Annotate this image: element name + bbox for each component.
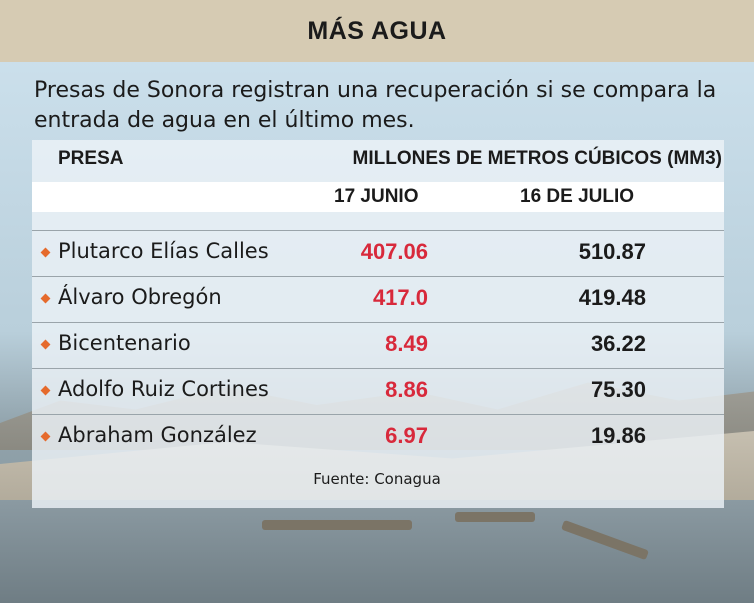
presa-name: Abraham González	[58, 423, 257, 447]
header-bar: MÁS AGUA	[0, 0, 754, 62]
bullet-icon	[40, 385, 51, 396]
value-june: 417.0	[372, 285, 428, 310]
column-header-date-june: 17 JUNIO	[334, 186, 419, 207]
value-june: 8.49	[385, 331, 428, 356]
presa-name: Plutarco Elías Calles	[58, 239, 269, 263]
value-july: 510.87	[578, 239, 646, 264]
column-header-units: MILLONES DE METROS CÚBICOS (MM3)	[352, 148, 722, 169]
presa-name: Álvaro Obregón	[58, 285, 222, 309]
table-row: Adolfo Ruiz Cortines 8.86 75.30	[32, 368, 724, 415]
table-row: Abraham González 6.97 19.86	[32, 414, 724, 461]
value-july: 19.86	[590, 423, 646, 448]
bullet-icon	[40, 431, 51, 442]
value-june: 6.97	[385, 423, 428, 448]
value-july: 419.48	[578, 285, 646, 310]
bullet-icon	[40, 339, 51, 350]
value-june: 407.06	[360, 239, 428, 264]
value-june: 8.86	[385, 377, 428, 402]
subtitle: Presas de Sonora registran una recuperac…	[34, 78, 717, 133]
value-july: 36.22	[590, 331, 646, 356]
bullet-icon	[40, 293, 51, 304]
presa-name: Adolfo Ruiz Cortines	[58, 377, 269, 401]
value-july: 75.30	[590, 377, 646, 402]
table-row: Álvaro Obregón 417.0 419.48	[32, 276, 724, 323]
presa-name: Bicentenario	[58, 331, 191, 355]
column-header-date-july: 16 DE JULIO	[520, 186, 635, 207]
boat	[262, 520, 412, 530]
column-header-presa: PRESA	[58, 148, 124, 169]
table-row: Bicentenario 8.49 36.22	[32, 322, 724, 369]
page-title: MÁS AGUA	[307, 16, 447, 45]
date-header-band	[32, 182, 724, 212]
boat	[455, 512, 535, 522]
bullet-icon	[40, 247, 51, 258]
table-row: Plutarco Elías Calles 407.06 510.87	[32, 230, 724, 277]
source-note: Fuente: Conagua	[313, 470, 441, 488]
